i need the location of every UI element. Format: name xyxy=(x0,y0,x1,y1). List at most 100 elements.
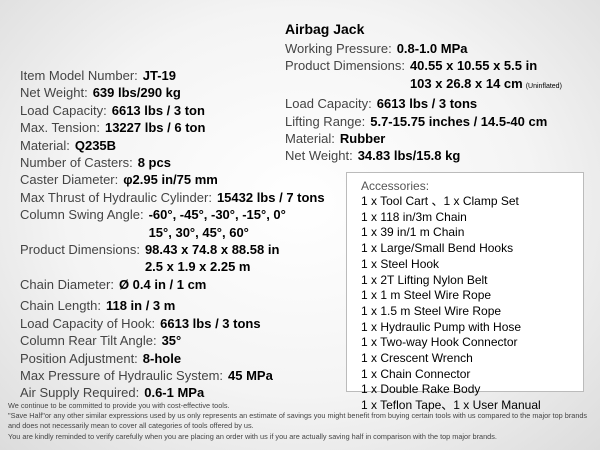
spec-value: 8-hole xyxy=(143,350,181,367)
accessory-item: 1 x 39 in/1 m Chain xyxy=(361,225,465,240)
spec-note: (Uninflated) xyxy=(525,82,562,90)
spec-value: 0.8-1.0 MPa xyxy=(397,40,468,57)
spec-label: Caster Diameter: xyxy=(20,172,119,188)
spec-value-line: 0.6-1 MPa xyxy=(144,385,205,401)
spec-row: Chain Length: 118 in / 3 m xyxy=(20,297,325,314)
spec-label: Load Capacity of Hook: xyxy=(20,315,156,331)
spec-row: Max Thrust of Hydraulic Cylinder: 15432 l… xyxy=(20,189,325,206)
spec-row: Chain Diameter: Ø 0.4 in / 1 cm xyxy=(20,276,325,293)
spec-value-line: 6613 lbs / 3 tons xyxy=(376,96,478,112)
accessories-list: 1 x Tool Cart 、1 x Clamp Set 1 x 118 in/3… xyxy=(361,194,583,414)
spec-label: Working Pressure: xyxy=(285,41,392,56)
footer-notice: We continue to be committed to provide y… xyxy=(8,401,596,442)
spec-value-line: 6613 lbs / 3 ton xyxy=(111,102,205,118)
spec-value-line: JT-19 xyxy=(142,68,177,83)
spec-label: Max Thrust of Hydraulic Cylinder: xyxy=(20,189,212,205)
main-specs: Item Model Number: JT-19 Net Weight: 639 lb… xyxy=(20,67,325,402)
spec-label: Net Weight: xyxy=(285,148,353,164)
spec-label: Air Supply Required: xyxy=(20,385,140,401)
spec-value-line: 2.5 x 1.9 x 2.25 m xyxy=(144,259,251,275)
airbag-spec-list: Working Pressure: 0.8-1.0 MPa Product Dime… xyxy=(285,40,562,165)
spec-value: Rubber xyxy=(340,130,386,147)
spec-value: φ2.95 in/75 mm xyxy=(123,171,218,188)
spec-row: Item Model Number: JT-19 xyxy=(20,67,325,84)
spec-value-line: 103 x 26.8 x 14 cm (Uninflated) xyxy=(409,75,562,91)
spec-row: Lifting Range: 5.7-15.75 inches / 14.5-40… xyxy=(285,113,562,130)
spec-label: Number of Casters: xyxy=(20,155,133,171)
spec-label: Column Rear Tilt Angle: xyxy=(20,333,157,349)
accessory-item: 1 x Two-way Hook Connector xyxy=(361,335,518,350)
spec-row: Working Pressure: 0.8-1.0 MPa xyxy=(285,40,562,57)
spec-label: Product Dimensions: xyxy=(20,242,140,258)
footer-line: You are kindly reminded to verify carefu… xyxy=(8,431,497,441)
spec-value-line: 15°, 30°, 45°, 60° xyxy=(148,224,249,240)
spec-row: Caster Diameter: φ2.95 in/75 mm xyxy=(20,171,325,188)
spec-label: Position Adjustment: xyxy=(20,350,138,366)
spec-value: 40.55 x 10.55 x 5.5 in 103 x 26.8 x 14 cm… xyxy=(410,57,562,95)
spec-label: Material: xyxy=(20,137,70,153)
spec-label: Net Weight: xyxy=(20,85,88,101)
airbag-jack-specs: Airbag Jack Working Pressure: 0.8-1.0 MPa… xyxy=(285,20,562,165)
accessory-item: 1 x Tool Cart 、1 x Clamp Set xyxy=(361,194,519,208)
spec-value: 639 lbs/290 kg xyxy=(93,84,181,101)
spec-label: Load Capacity: xyxy=(285,96,372,112)
spec-label: Load Capacity: xyxy=(20,102,107,118)
spec-value: 98.43 x 74.8 x 88.58 in 2.5 x 1.9 x 2.25 … xyxy=(145,241,279,276)
spec-label: Max. Tension: xyxy=(20,120,100,136)
spec-row: Load Capacity of Hook: 6613 lbs / 3 tons xyxy=(20,315,325,332)
spec-label: Lifting Range: xyxy=(285,113,366,129)
spec-value-line: 0.8-1.0 MPa xyxy=(396,41,468,56)
spec-value: 8 pcs xyxy=(138,154,171,171)
spec-value: 0.6-1 MPa xyxy=(144,384,204,401)
spec-value-line: Q235B xyxy=(74,137,117,153)
spec-value-line: 40.55 x 10.55 x 5.5 in xyxy=(409,58,538,74)
spec-row: Number of Casters: 8 pcs xyxy=(20,154,325,171)
spec-row: Material: Rubber xyxy=(285,130,562,147)
spec-value-line: -60°, -45°, -30°, -15°, 0° xyxy=(148,207,286,223)
spec-value: 45 MPa xyxy=(228,367,273,384)
spec-value: 13227 lbs / 6 ton xyxy=(105,119,205,136)
spec-label: Material: xyxy=(285,131,335,147)
spec-value: 34.83 lbs/15.8 kg xyxy=(358,147,461,164)
spec-value: 15432 lbs / 7 tons xyxy=(217,189,325,206)
spec-value-line: 45 MPa xyxy=(228,367,273,383)
spec-row: Material: Q235B xyxy=(20,137,325,154)
accessory-item: 1 x Chain Connector xyxy=(361,366,471,381)
spec-label: Product Dimensions: xyxy=(285,58,405,74)
spec-value: 118 in / 3 m xyxy=(106,297,175,314)
spec-row: Position Adjustment: 8-hole xyxy=(20,350,325,367)
spec-value: Q235B xyxy=(75,137,116,154)
spec-label: Column Swing Angle: xyxy=(20,207,144,223)
accessory-item: 1 x Hydraulic Pump with Hose xyxy=(361,319,522,334)
spec-value-line: 8-hole xyxy=(142,350,182,366)
spec-value-line: 6613 lbs / 3 tons xyxy=(160,315,261,331)
spec-value-line: φ2.95 in/75 mm xyxy=(123,172,218,188)
accessories-title: Accessories: xyxy=(361,179,430,193)
spec-row: Max. Tension: 13227 lbs / 6 ton xyxy=(20,119,325,136)
spec-row: Product Dimensions: 40.55 x 10.55 x 5.5 i… xyxy=(285,57,562,95)
accessory-item: 1 x 2T Lifting Nylon Belt xyxy=(361,272,488,287)
accessory-item: 1 x Crescent Wrench xyxy=(361,351,473,366)
spec-value-line: 5.7-15.75 inches / 14.5-40 cm xyxy=(370,113,548,129)
spec-value-line: 15432 lbs / 7 tons xyxy=(216,189,325,205)
spec-label: Chain Diameter: xyxy=(20,276,114,292)
accessory-item: 1 x Large/Small Bend Hooks xyxy=(361,241,514,256)
accessory-item: 1 x 118 in/3m Chain xyxy=(361,209,467,224)
spec-row: Load Capacity: 6613 lbs / 3 ton xyxy=(20,102,325,119)
spec-value: 35° xyxy=(162,332,182,349)
spec-value: 6613 lbs / 3 tons xyxy=(160,315,260,332)
spec-row: Load Capacity: 6613 lbs / 3 tons xyxy=(285,95,562,112)
spec-row: Net Weight: 34.83 lbs/15.8 kg xyxy=(285,147,562,164)
spec-value-line: Ø 0.4 in / 1 cm xyxy=(118,276,207,292)
spec-value-line: Rubber xyxy=(339,131,386,147)
spec-row: Column Rear Tilt Angle: 35° xyxy=(20,332,325,349)
spec-row: Net Weight: 639 lbs/290 kg xyxy=(20,84,325,101)
spec-value: -60°, -45°, -30°, -15°, 0° 15°, 30°, 45°,… xyxy=(149,206,286,241)
accessory-item: 1 x 1.5 m Steel Wire Rope xyxy=(361,303,502,318)
accessories-box: Accessories: 1 x Tool Cart 、1 x Clamp Se… xyxy=(346,172,584,412)
footer-line: "Save Half"or any other similar expressi… xyxy=(8,411,588,431)
spec-value-line: 639 lbs/290 kg xyxy=(92,85,181,101)
accessory-item: 1 x 1 m Steel Wire Rope xyxy=(361,288,492,303)
spec-label: Chain Length: xyxy=(20,298,101,314)
